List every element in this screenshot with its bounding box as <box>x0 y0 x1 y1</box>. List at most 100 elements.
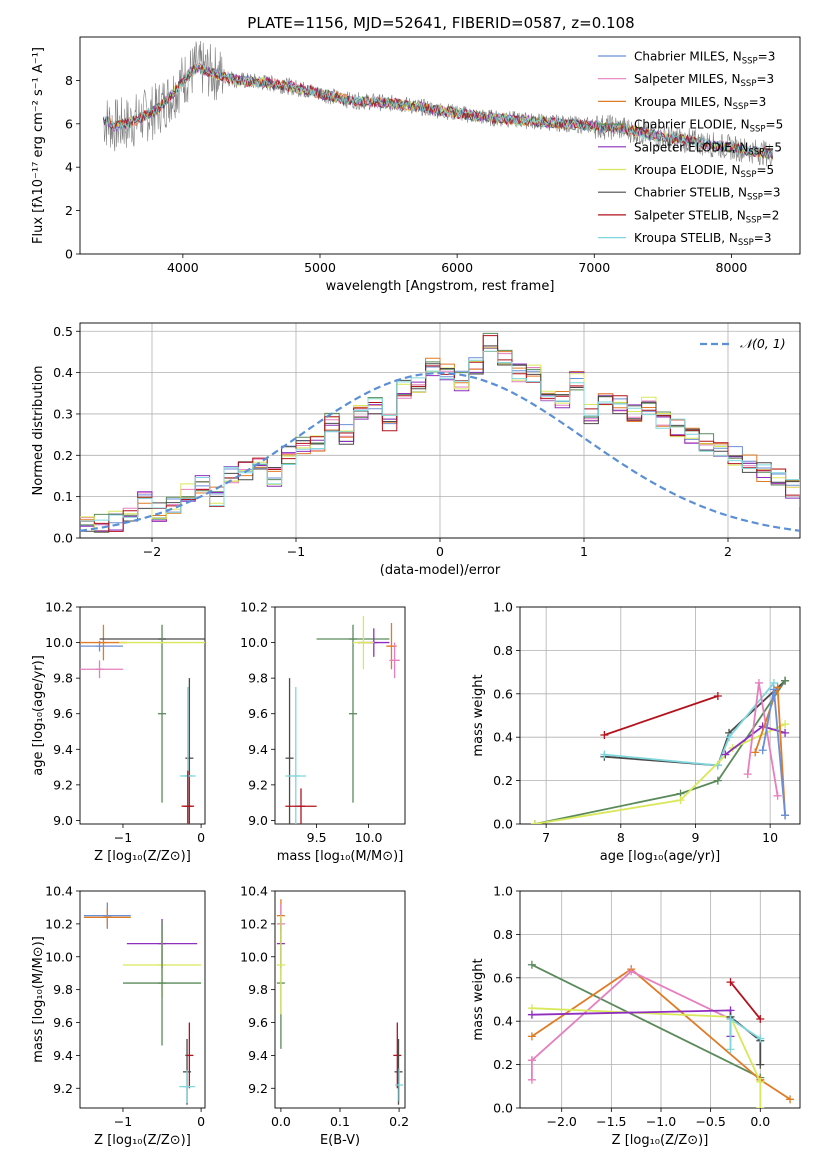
weight_vs_age-ytick-label: 0.6 <box>493 686 513 701</box>
spectrum-ylabel: Flux [fλ10⁻¹⁷ erg cm⁻² s⁻¹ A⁻¹] <box>31 47 46 244</box>
mass_vs_ebv-ytick-label: 10.2 <box>240 916 268 931</box>
weight_vs_age-ytick-label: 0.0 <box>493 817 513 832</box>
weight-line <box>531 967 791 1101</box>
mass_vs_ebv-axes: 0.0 0.1 0.2 9.2 9.4 9.6 9.8 10.0 10.2 10.4 E(B-V) <box>240 884 409 1149</box>
mass_vs_Z-axes: −1 0 9.2 9.4 9.6 9.8 10.0 10.2 10.4 Z [log₁₀(Z/Z⊙… <box>31 884 206 1148</box>
mass_vs_ebv-ytick-label: 9.4 <box>248 1048 268 1063</box>
legend-label: Salpeter ELODIE, NSSP=5 <box>634 140 782 157</box>
weight-marker <box>527 1010 536 1019</box>
age_vs_Z-frame <box>79 606 206 825</box>
residuals-xtick-label: 0 <box>436 544 444 559</box>
mass_vs_ebv-ytick-label: 10.4 <box>240 884 268 899</box>
legend-label: Kroupa STELIB, NSSP=3 <box>634 231 772 248</box>
weight_vs_age-axes: 7 8 9 10 0.0 0.2 0.4 0.6 0.8 1.0 age [log₁₀(age/yr… <box>471 600 801 864</box>
age_vs_mass-ytick-label: 9.4 <box>248 742 268 757</box>
mass_vs_ebv-ytick-label: 9.8 <box>248 982 268 997</box>
mass_vs_ebv-ytick-label: 10.0 <box>240 949 268 964</box>
spectrum-ytick-label: 0 <box>65 247 73 262</box>
age_vs_mass-ytick-label: 10.0 <box>240 635 268 650</box>
weight_vs_Z-xtick-label: −0.5 <box>695 1114 725 1129</box>
residuals-ytick-label: 0.4 <box>53 365 73 380</box>
weight-marker <box>754 678 763 687</box>
age_vs_mass-ytick-label: 9.0 <box>248 813 268 828</box>
mass_vs_Z-points <box>83 902 202 1105</box>
mass_vs_ebv-xlabel: E(B-V) <box>320 1133 360 1148</box>
legend-subscript: SSP <box>742 57 758 67</box>
spectrum-axes: 4000 5000 6000 7000 8000 0 2 4 6 8 wavelength [Ang… <box>31 36 801 294</box>
legend-subscript: SSP <box>746 215 762 225</box>
weight-marker <box>781 811 790 820</box>
mass_vs_ebv-xtick-label: 0.0 <box>271 1114 291 1129</box>
spectrum-xtick-label: 8000 <box>716 260 748 275</box>
mass_vs_Z-frame <box>79 890 206 1109</box>
spectrum-xtick-label: 5000 <box>304 260 336 275</box>
mass_vs_Z-ytick-label: 9.8 <box>53 982 73 997</box>
weight_vs_age-xtick-label: 8 <box>617 830 625 845</box>
age_vs_Z-ytick-label: 10.0 <box>45 635 73 650</box>
spectrum-ytick-label: 2 <box>65 203 73 218</box>
spectrum-ytick-label: 8 <box>65 73 73 88</box>
age_vs_mass-ytick-label: 9.6 <box>248 706 268 721</box>
weight_vs_Z-ytick-label: 1.0 <box>493 884 513 899</box>
weight_vs_age-xtick-label: 7 <box>542 830 550 845</box>
weight_vs_age-ytick-label: 1.0 <box>493 600 513 615</box>
mass_vs_ebv-ytick-label: 9.6 <box>248 1015 268 1030</box>
figure-title: PLATE=1156, MJD=52641, FIBERID=0587, z=0… <box>247 14 634 32</box>
weight-marker <box>726 1045 735 1054</box>
spectrum-xtick-label: 7000 <box>578 260 610 275</box>
weight_vs_Z-xlabel: Z [log₁₀(Z/Z⊙)] <box>612 1133 709 1148</box>
spectrum-lines <box>102 40 774 167</box>
residuals-ytick-label: 0.2 <box>53 448 73 463</box>
legend-count: =3 <box>754 231 772 245</box>
age_vs_Z-xtick-label: 0 <box>197 830 205 845</box>
weight-marker <box>756 1060 765 1069</box>
legend-subscript: SSP <box>747 193 763 203</box>
legend-count: =2 <box>762 208 780 222</box>
legend-label: Chabrier ELODIE, NSSP=5 <box>634 118 783 135</box>
weight-line <box>534 723 786 824</box>
residuals-xtick-label: 2 <box>724 544 732 559</box>
weight-marker <box>756 1015 765 1024</box>
weight-marker <box>600 731 609 740</box>
legend-count: =3 <box>749 95 767 109</box>
spectrum-legend: Chabrier MILES, NSSP=3 Salpeter MILES, NS… <box>598 50 783 248</box>
age_vs_Z-ylabel: age [log₁₀(age/yr)] <box>31 655 46 776</box>
legend-label: Salpeter MILES, NSSP=3 <box>634 72 774 89</box>
weight_vs_Z-ytick-label: 0.0 <box>493 1101 513 1116</box>
age_vs_mass-xtick-label: 10.0 <box>355 830 383 845</box>
weight-marker <box>781 728 790 737</box>
age_vs_Z-ytick-label: 9.8 <box>53 671 73 686</box>
weight-marker <box>756 1104 765 1108</box>
age_vs_mass-points <box>285 615 400 824</box>
spectrum-xlabel: wavelength [Angstrom, rest frame] <box>326 279 555 294</box>
legend-count: =5 <box>756 163 774 177</box>
legend-subscript: SSP <box>738 238 754 248</box>
residuals-ytick-label: 0.1 <box>53 489 73 504</box>
weight-marker <box>758 746 767 755</box>
weight-line <box>531 963 761 1079</box>
spectrum-ytick-label: 6 <box>65 116 73 131</box>
spectrum-model-line <box>105 64 773 159</box>
weight_vs_Z-xtick-label: 0.0 <box>750 1114 770 1129</box>
residuals-ytick-label: 0.3 <box>53 406 73 421</box>
residuals-xlabel: (data-model)/error <box>380 563 501 578</box>
mass_vs_ebv-points <box>276 899 404 1105</box>
weight-marker <box>781 676 790 685</box>
weight_vs_age-xlabel: age [log₁₀(age/yr)] <box>600 849 721 864</box>
spectrum-ytick-label: 4 <box>65 160 73 175</box>
weight-marker <box>713 776 722 785</box>
age_vs_mass-ytick-label: 9.8 <box>248 671 268 686</box>
legend-count: =3 <box>756 72 774 86</box>
mass_vs_Z-xtick-label: 0 <box>197 1114 205 1129</box>
age_vs_mass-xlabel: mass [log₁₀(M/M⊙)] <box>277 849 404 864</box>
mass_vs_ebv-ytick-label: 9.2 <box>248 1081 268 1096</box>
weight_vs_Z-series <box>527 960 795 1108</box>
legend-subscript: SSP <box>733 102 749 112</box>
weight-marker <box>726 1015 735 1024</box>
legend-label: Chabrier STELIB, NSSP=3 <box>634 186 781 203</box>
weight-marker <box>769 685 778 694</box>
mass_vs_ebv-frame <box>274 890 406 1109</box>
